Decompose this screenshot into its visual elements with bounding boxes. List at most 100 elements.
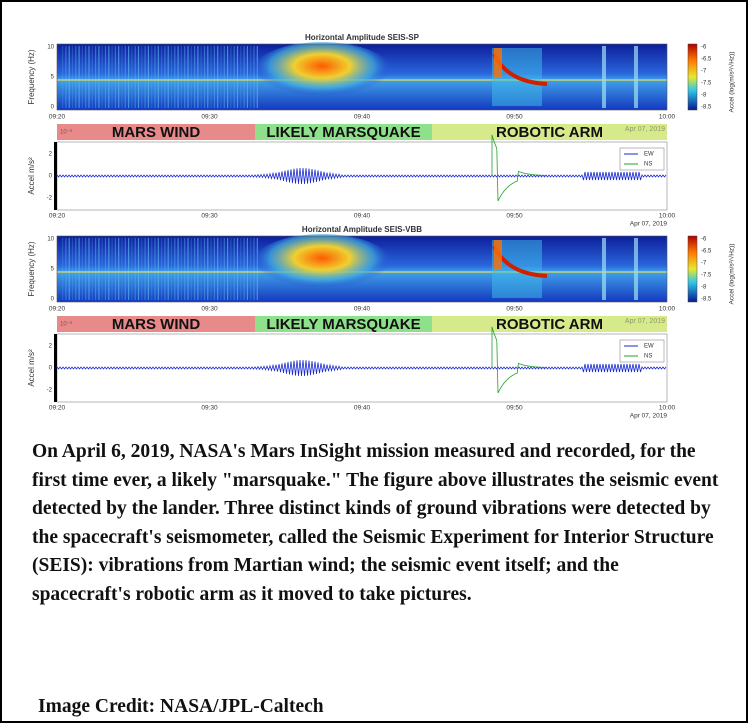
time-tick-label: 09:40 xyxy=(354,213,371,220)
spectrogram-streak xyxy=(180,238,182,300)
colorbar-tick-label: -8.5 xyxy=(701,297,712,303)
spectrogram-streak xyxy=(250,46,252,108)
spectrogram-streak xyxy=(164,238,166,300)
event-band xyxy=(432,316,667,332)
event-band-label: LIKELY MARSQUAKE xyxy=(266,316,420,333)
time-tick-label: 09:30 xyxy=(201,405,218,412)
spectrogram-streak xyxy=(68,238,70,300)
spectrogram-streak xyxy=(230,238,232,300)
time-tick-label: 10:00 xyxy=(659,213,676,220)
freq-axis-label: Frequency (Hz) xyxy=(27,241,36,296)
spectrogram-streak xyxy=(246,46,248,108)
spectrogram-streak xyxy=(134,238,136,300)
spectrogram-streak xyxy=(170,238,173,300)
spectrogram-streak xyxy=(98,46,100,108)
time-tick-label: 09:50 xyxy=(506,306,523,313)
time-tick-label: 09:50 xyxy=(506,405,523,412)
spectrogram-streak xyxy=(147,46,149,108)
freq-axis-label: Frequency (Hz) xyxy=(27,49,36,104)
spectrogram-streak xyxy=(197,46,199,108)
spectrogram-streak xyxy=(236,46,239,108)
spectrogram-streak xyxy=(243,46,245,108)
legend-label: NS xyxy=(644,162,652,168)
colorbar-tick-label: -6.5 xyxy=(701,57,712,63)
colorbar-tick-label: -8.5 xyxy=(701,105,712,111)
arm-spike xyxy=(602,46,606,108)
spectrogram-streak xyxy=(207,46,209,108)
quake-energy xyxy=(252,42,392,102)
spectrogram-streak xyxy=(62,46,64,108)
time-tick-label: 09:30 xyxy=(201,213,218,220)
legend-label: EW xyxy=(644,344,654,350)
spectrogram-streak xyxy=(101,46,103,108)
spectrogram-streak xyxy=(62,238,64,300)
caption: On April 6, 2019, NASA's Mars InSight mi… xyxy=(32,441,719,605)
accel-scale: 10⁻⁸ xyxy=(60,321,73,328)
spectrogram-streak xyxy=(213,238,215,300)
band-date: Apr 07, 2019 xyxy=(625,126,665,133)
colorbar-tick-label: -6.5 xyxy=(701,249,712,255)
accel-tick-label: -2 xyxy=(47,388,53,394)
spectrogram-streak xyxy=(144,238,146,300)
spectrogram-streak xyxy=(75,46,77,108)
colorbar-tick-label: -7 xyxy=(701,261,707,267)
time-tick-label: 09:20 xyxy=(49,114,66,121)
legend xyxy=(619,339,665,363)
spectrogram-streak xyxy=(223,238,225,300)
accel-scale: 10⁻⁸ xyxy=(60,129,73,136)
panel-title: Horizontal Amplitude SEIS-VBB xyxy=(302,225,422,234)
spectrogram-streak xyxy=(236,238,239,300)
time-tick-label: 09:50 xyxy=(506,213,523,220)
spectrogram-streak xyxy=(118,238,120,300)
band-date: Apr 07, 2019 xyxy=(625,318,665,325)
event-band-label: ROBOTIC ARM xyxy=(496,316,603,333)
spectrogram-streak xyxy=(81,238,83,300)
spectrogram-streak xyxy=(157,238,159,300)
colorbar-tick-label: -7 xyxy=(701,69,707,75)
spectrogram-streak xyxy=(194,46,196,108)
spectrogram-streak xyxy=(114,46,116,108)
colorbar-tick-label: -6 xyxy=(701,237,707,243)
spectrogram-streak xyxy=(111,238,113,300)
spectrogram-streak xyxy=(227,238,229,300)
spectrogram-streak xyxy=(170,46,173,108)
spectrogram-streak xyxy=(124,238,126,300)
spectrogram-frame xyxy=(56,43,668,111)
spectrogram-streak xyxy=(124,46,126,108)
arm-spike xyxy=(634,238,638,300)
spectrogram-streak xyxy=(151,238,153,300)
spectrogram-streak xyxy=(210,238,212,300)
panel-title: Horizontal Amplitude SEIS-SP xyxy=(305,33,420,42)
spectrogram-streak xyxy=(108,46,110,108)
spectrogram-streak xyxy=(151,46,153,108)
spectrogram-streak xyxy=(161,46,163,108)
freq-tick-label: 10 xyxy=(47,237,54,243)
legend xyxy=(619,147,665,171)
spectrogram-streak xyxy=(177,46,179,108)
spectrogram-streak xyxy=(108,238,110,300)
freq-tick-label: 0 xyxy=(51,297,55,303)
time-tick-label: 10:00 xyxy=(659,306,676,313)
spectrogram-streak xyxy=(246,238,248,300)
event-band-label: MARS WIND xyxy=(112,124,200,141)
spectrogram-streak xyxy=(233,238,235,300)
spectrogram-streak xyxy=(85,46,87,108)
spectrogram-streak xyxy=(131,238,133,300)
event-band xyxy=(57,124,255,140)
spectrogram-streak xyxy=(194,238,196,300)
spectrogram-streak xyxy=(147,238,149,300)
spectrogram-streak xyxy=(95,46,97,108)
spectrogram-streak xyxy=(111,46,113,108)
spectrogram-streak xyxy=(131,46,133,108)
spectrogram-streak xyxy=(78,238,80,300)
accel-tick-label: -2 xyxy=(47,196,53,202)
event-band xyxy=(432,124,667,140)
spectrogram-streak xyxy=(243,238,245,300)
arm-burst xyxy=(494,48,502,78)
spectrogram-streak xyxy=(217,46,219,108)
seismogram-edge xyxy=(54,334,57,402)
time-tick-label: 09:20 xyxy=(49,405,66,412)
event-band-label: LIKELY MARSQUAKE xyxy=(266,124,420,141)
spectrogram-streak xyxy=(154,46,156,108)
